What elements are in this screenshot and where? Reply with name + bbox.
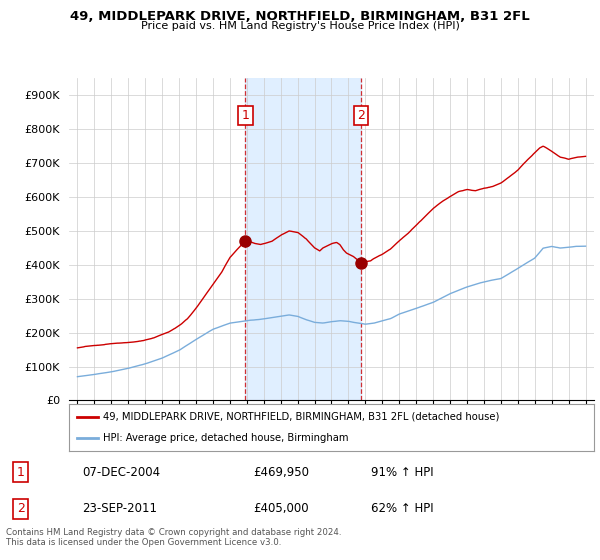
Text: 07-DEC-2004: 07-DEC-2004: [82, 466, 161, 479]
Bar: [245, 78, 361, 400]
Text: 1: 1: [17, 466, 25, 479]
Text: Contains HM Land Registry data © Crown copyright and database right 2024.
This d: Contains HM Land Registry data © Crown c…: [6, 528, 341, 547]
Text: Price paid vs. HM Land Registry's House Price Index (HPI): Price paid vs. HM Land Registry's House …: [140, 21, 460, 31]
Text: 2: 2: [17, 502, 25, 515]
Text: HPI: Average price, detached house, Birmingham: HPI: Average price, detached house, Birm…: [103, 433, 349, 444]
Text: 2: 2: [356, 109, 365, 122]
Text: 62% ↑ HPI: 62% ↑ HPI: [371, 502, 433, 515]
Text: 49, MIDDLEPARK DRIVE, NORTHFIELD, BIRMINGHAM, B31 2FL: 49, MIDDLEPARK DRIVE, NORTHFIELD, BIRMIN…: [70, 10, 530, 23]
Text: 91% ↑ HPI: 91% ↑ HPI: [371, 466, 433, 479]
Text: 49, MIDDLEPARK DRIVE, NORTHFIELD, BIRMINGHAM, B31 2FL (detached house): 49, MIDDLEPARK DRIVE, NORTHFIELD, BIRMIN…: [103, 412, 499, 422]
Text: 23-SEP-2011: 23-SEP-2011: [82, 502, 157, 515]
Text: 1: 1: [242, 109, 250, 122]
Text: £405,000: £405,000: [253, 502, 308, 515]
Text: £469,950: £469,950: [253, 466, 309, 479]
